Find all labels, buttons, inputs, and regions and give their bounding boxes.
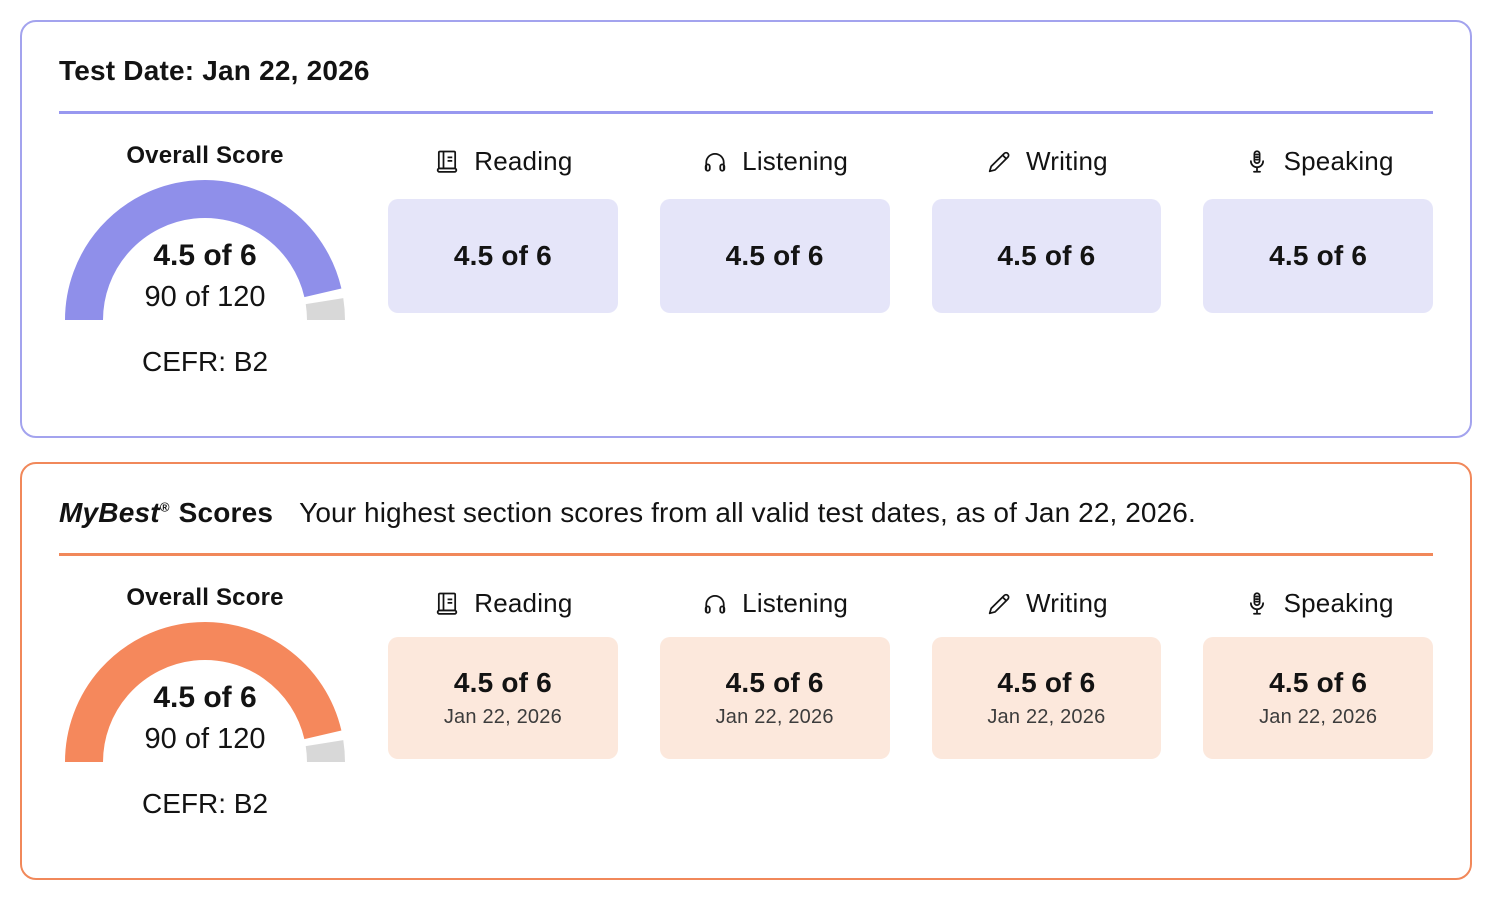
section-listening: Listening 4.5 of 6 Jan 22, 2026 [659, 586, 890, 759]
gauge-arc [65, 621, 345, 762]
score-box-reading: 4.5 of 6 [388, 198, 618, 313]
section-score-date: Jan 22, 2026 [987, 705, 1106, 728]
section-label: Speaking [1283, 588, 1394, 619]
mybest-subtitle: Your highest section scores from all val… [299, 497, 1196, 528]
section-speaking: Speaking 4.5 of 6 Jan 22, 2026 [1203, 586, 1433, 759]
mybest-content: Overall Score 4.5 of 6 90 of 120 CEFR: B… [59, 584, 1433, 820]
section-writing-header: Writing [932, 586, 1162, 622]
section-score: 4.5 of 6 [997, 666, 1096, 698]
section-speaking: Speaking 4.5 of 6 [1203, 144, 1433, 313]
gauge-arc [65, 179, 345, 320]
test-date-card: Test Date: Jan 22, 2026 Overall Score 4.… [20, 20, 1472, 438]
section-score-date: Jan 22, 2026 [443, 705, 562, 728]
section-label: Writing [1025, 588, 1108, 619]
headphones-icon [701, 148, 729, 176]
overall-score-gauge: 4.5 of 6 90 of 120 [65, 179, 345, 320]
mybest-title: MyBest® Scores Your highest section scores… [59, 497, 1433, 529]
section-score: 4.5 of 6 [997, 239, 1096, 271]
section-writing: Writing 4.5 of 6 [931, 144, 1162, 313]
section-score: 4.5 of 6 [1269, 666, 1368, 698]
section-score: 4.5 of 6 [1269, 239, 1368, 271]
section-score: 4.5 of 6 [453, 239, 552, 271]
test-date-content: Overall Score 4.5 of 6 90 of 120 CEFR: B… [59, 142, 1433, 378]
overall-subscore-value: 90 of 120 [144, 280, 266, 313]
section-reading-header: Reading [388, 144, 618, 180]
mybest-brand: MyBest [59, 497, 160, 528]
registered-trademark: ® [159, 499, 170, 515]
test-date-title: Test Date: Jan 22, 2026 [59, 55, 370, 86]
score-box-speaking: 4.5 of 6 [1203, 198, 1433, 313]
cefr-level: CEFR: B2 [141, 787, 269, 819]
section-reading-header: Reading [388, 586, 618, 622]
book-icon [433, 590, 461, 618]
score-box-writing: 4.5 of 6 [931, 198, 1162, 313]
overall-score-label: Overall Score [126, 141, 284, 169]
section-listening-header: Listening [660, 586, 890, 622]
section-score: 4.5 of 6 [725, 239, 824, 271]
section-reading: Reading 4.5 of 6 Jan 22, 2026 [388, 586, 618, 759]
section-score-date: Jan 22, 2026 [715, 705, 834, 728]
microphone-icon [1243, 148, 1271, 176]
mybest-title-suffix: Scores [178, 497, 274, 528]
microphone-icon [1243, 590, 1271, 618]
section-score-date: Jan 22, 2026 [1259, 705, 1378, 728]
score-box-listening: 4.5 of 6 [659, 198, 890, 313]
section-speaking-header: Speaking [1203, 144, 1433, 180]
section-label: Speaking [1283, 146, 1394, 177]
overall-score-panel: Overall Score 4.5 of 6 90 of 120 CEFR: B… [59, 142, 351, 378]
section-label: Reading [474, 588, 573, 619]
section-scores: Reading 4.5 of 6 Listening 4.5 of 6 [388, 144, 1433, 313]
section-score: 4.5 of 6 [453, 666, 552, 698]
section-writing: Writing 4.5 of 6 Jan 22, 2026 [931, 586, 1162, 759]
overall-score-gauge: 4.5 of 6 90 of 120 [65, 621, 345, 762]
score-box-speaking: 4.5 of 6 Jan 22, 2026 [1203, 636, 1433, 759]
overall-subscore-value: 90 of 120 [144, 722, 266, 755]
score-box-writing: 4.5 of 6 Jan 22, 2026 [931, 636, 1162, 759]
overall-score-value: 4.5 of 6 [153, 680, 257, 714]
section-listening-header: Listening [660, 144, 890, 180]
section-label: Listening [742, 146, 849, 177]
overall-score-panel: Overall Score 4.5 of 6 90 of 120 CEFR: B… [59, 584, 351, 820]
book-icon [433, 148, 461, 176]
score-box-reading: 4.5 of 6 Jan 22, 2026 [388, 636, 618, 759]
section-speaking-header: Speaking [1203, 586, 1433, 622]
pencil-icon [985, 148, 1013, 176]
section-scores: Reading 4.5 of 6 Jan 22, 2026 Listening … [388, 586, 1433, 759]
overall-score-label: Overall Score [126, 583, 284, 611]
section-label: Reading [474, 146, 573, 177]
pencil-icon [985, 590, 1013, 618]
divider [59, 110, 1433, 114]
mybest-scores-card: MyBest® Scores Your highest section scores… [20, 462, 1472, 880]
section-label: Listening [742, 588, 849, 619]
section-writing-header: Writing [932, 144, 1162, 180]
headphones-icon [701, 590, 729, 618]
cefr-level: CEFR: B2 [141, 345, 269, 377]
section-score: 4.5 of 6 [725, 666, 824, 698]
divider [59, 552, 1433, 556]
score-box-listening: 4.5 of 6 Jan 22, 2026 [659, 636, 890, 759]
section-reading: Reading 4.5 of 6 [388, 144, 618, 313]
overall-score-value: 4.5 of 6 [153, 238, 257, 272]
section-label: Writing [1025, 146, 1108, 177]
section-listening: Listening 4.5 of 6 [659, 144, 890, 313]
